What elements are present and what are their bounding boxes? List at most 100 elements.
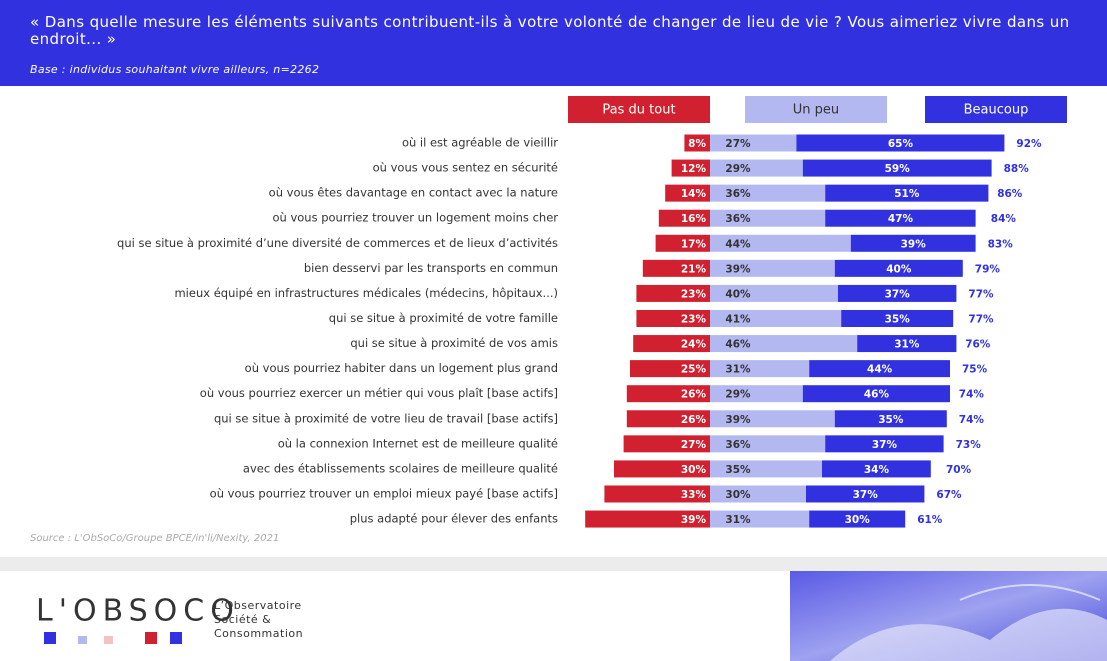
total-label: 83%: [988, 238, 1014, 250]
value-label: 39%: [725, 263, 751, 275]
bar: [710, 159, 803, 177]
total-label: 73%: [956, 439, 982, 451]
value-label: 16%: [681, 213, 707, 225]
category-label: avec des établissements scolaires de mei…: [243, 461, 558, 475]
bar: [684, 134, 710, 152]
category-label: plus adapté pour élever des enfants: [350, 512, 558, 526]
total-label: 79%: [975, 263, 1001, 275]
total-label: 84%: [991, 213, 1017, 225]
legend-swatch: [925, 96, 1067, 123]
bar: [802, 159, 992, 177]
org-name: Consommation: [214, 627, 303, 640]
value-label: 34%: [864, 464, 890, 476]
total-label: 77%: [968, 313, 994, 325]
value-label: 12%: [681, 163, 707, 175]
value-label: 39%: [725, 414, 751, 426]
category-label: bien desservi par les transports en comm…: [304, 261, 558, 275]
total-label: 86%: [997, 188, 1023, 200]
value-label: 40%: [886, 263, 912, 275]
bar: [802, 385, 950, 403]
footer-band: [0, 557, 1107, 571]
bar: [614, 460, 710, 478]
bar: [857, 335, 957, 353]
bar: [710, 460, 822, 478]
legend-label: Pas du tout: [602, 103, 675, 118]
value-label: 36%: [725, 439, 751, 451]
value-label: 31%: [894, 339, 920, 351]
bar: [655, 234, 710, 252]
bar: [710, 284, 838, 302]
value-label: 26%: [681, 414, 707, 426]
value-label: 17%: [681, 238, 707, 250]
value-label: 46%: [725, 339, 751, 351]
total-label: 77%: [968, 288, 994, 300]
logo-square: [145, 632, 157, 644]
total-label: 74%: [959, 414, 985, 426]
bar: [809, 360, 950, 378]
bar: [822, 460, 931, 478]
bar: [665, 184, 710, 202]
legend-label: Un peu: [793, 103, 839, 118]
org-name: L’Observatoire: [214, 599, 302, 612]
bar: [850, 234, 976, 252]
bar: [710, 309, 842, 327]
bar: [796, 134, 1005, 152]
total-label: 61%: [917, 514, 943, 526]
value-label: 36%: [725, 213, 751, 225]
logo-square: [44, 632, 56, 644]
chart-title: « Dans quelle mesure les éléments suivan…: [30, 13, 1070, 48]
bar: [806, 485, 925, 503]
value-label: 31%: [725, 514, 751, 526]
legend-swatch: [745, 96, 887, 123]
category-label: où vous pourriez trouver un emploi mieux…: [210, 486, 558, 500]
category-label: mieux équipé en infrastructures médicale…: [174, 286, 558, 300]
bar: [623, 435, 710, 453]
value-label: 21%: [681, 263, 707, 275]
value-label: 37%: [872, 439, 898, 451]
bar: [630, 360, 710, 378]
category-label: où la connexion Internet est de meilleur…: [278, 436, 558, 450]
value-label: 37%: [885, 288, 911, 300]
bar: [710, 335, 858, 353]
bar: [710, 510, 810, 528]
bar: [626, 410, 710, 428]
category-label: qui se situe à proximité de vos amis: [350, 336, 558, 350]
logo: L'OBSOCO: [36, 594, 240, 629]
value-label: 27%: [681, 439, 707, 451]
bar: [636, 284, 710, 302]
category-label: qui se situe à proximité de votre famill…: [329, 311, 558, 325]
value-label: 26%: [681, 389, 707, 401]
value-label: 35%: [725, 464, 751, 476]
bar: [604, 485, 710, 503]
bar: [710, 134, 797, 152]
total-label: 76%: [965, 339, 991, 351]
category-label: où vous pourriez trouver un logement moi…: [272, 211, 558, 225]
umbrella-rib: [959, 584, 1101, 601]
value-label: 59%: [885, 163, 911, 175]
value-label: 30%: [725, 489, 751, 501]
value-label: 37%: [853, 489, 879, 501]
category-label: où vous vous sentez en sécurité: [373, 161, 558, 175]
total-label: 92%: [1016, 138, 1042, 150]
total-label: 74%: [959, 389, 985, 401]
bar: [710, 385, 803, 403]
chart-subtitle: Base : individus souhaitant vivre ailleu…: [30, 63, 320, 76]
value-label: 44%: [867, 364, 893, 376]
total-label: 70%: [946, 464, 972, 476]
bar: [825, 209, 976, 227]
source: Source : L'ObSoCo/Groupe BPCE/in'li/Nexi…: [30, 533, 279, 544]
value-label: 29%: [725, 389, 751, 401]
bar: [710, 410, 835, 428]
logo-square: [170, 632, 182, 644]
bar: [710, 259, 835, 277]
value-label: 35%: [878, 414, 904, 426]
total-label: 75%: [962, 364, 988, 376]
umbrella-shape: [830, 608, 1107, 661]
value-label: 23%: [681, 288, 707, 300]
bar: [710, 184, 826, 202]
value-label: 46%: [864, 389, 890, 401]
bar: [671, 159, 710, 177]
value-label: 39%: [681, 514, 707, 526]
